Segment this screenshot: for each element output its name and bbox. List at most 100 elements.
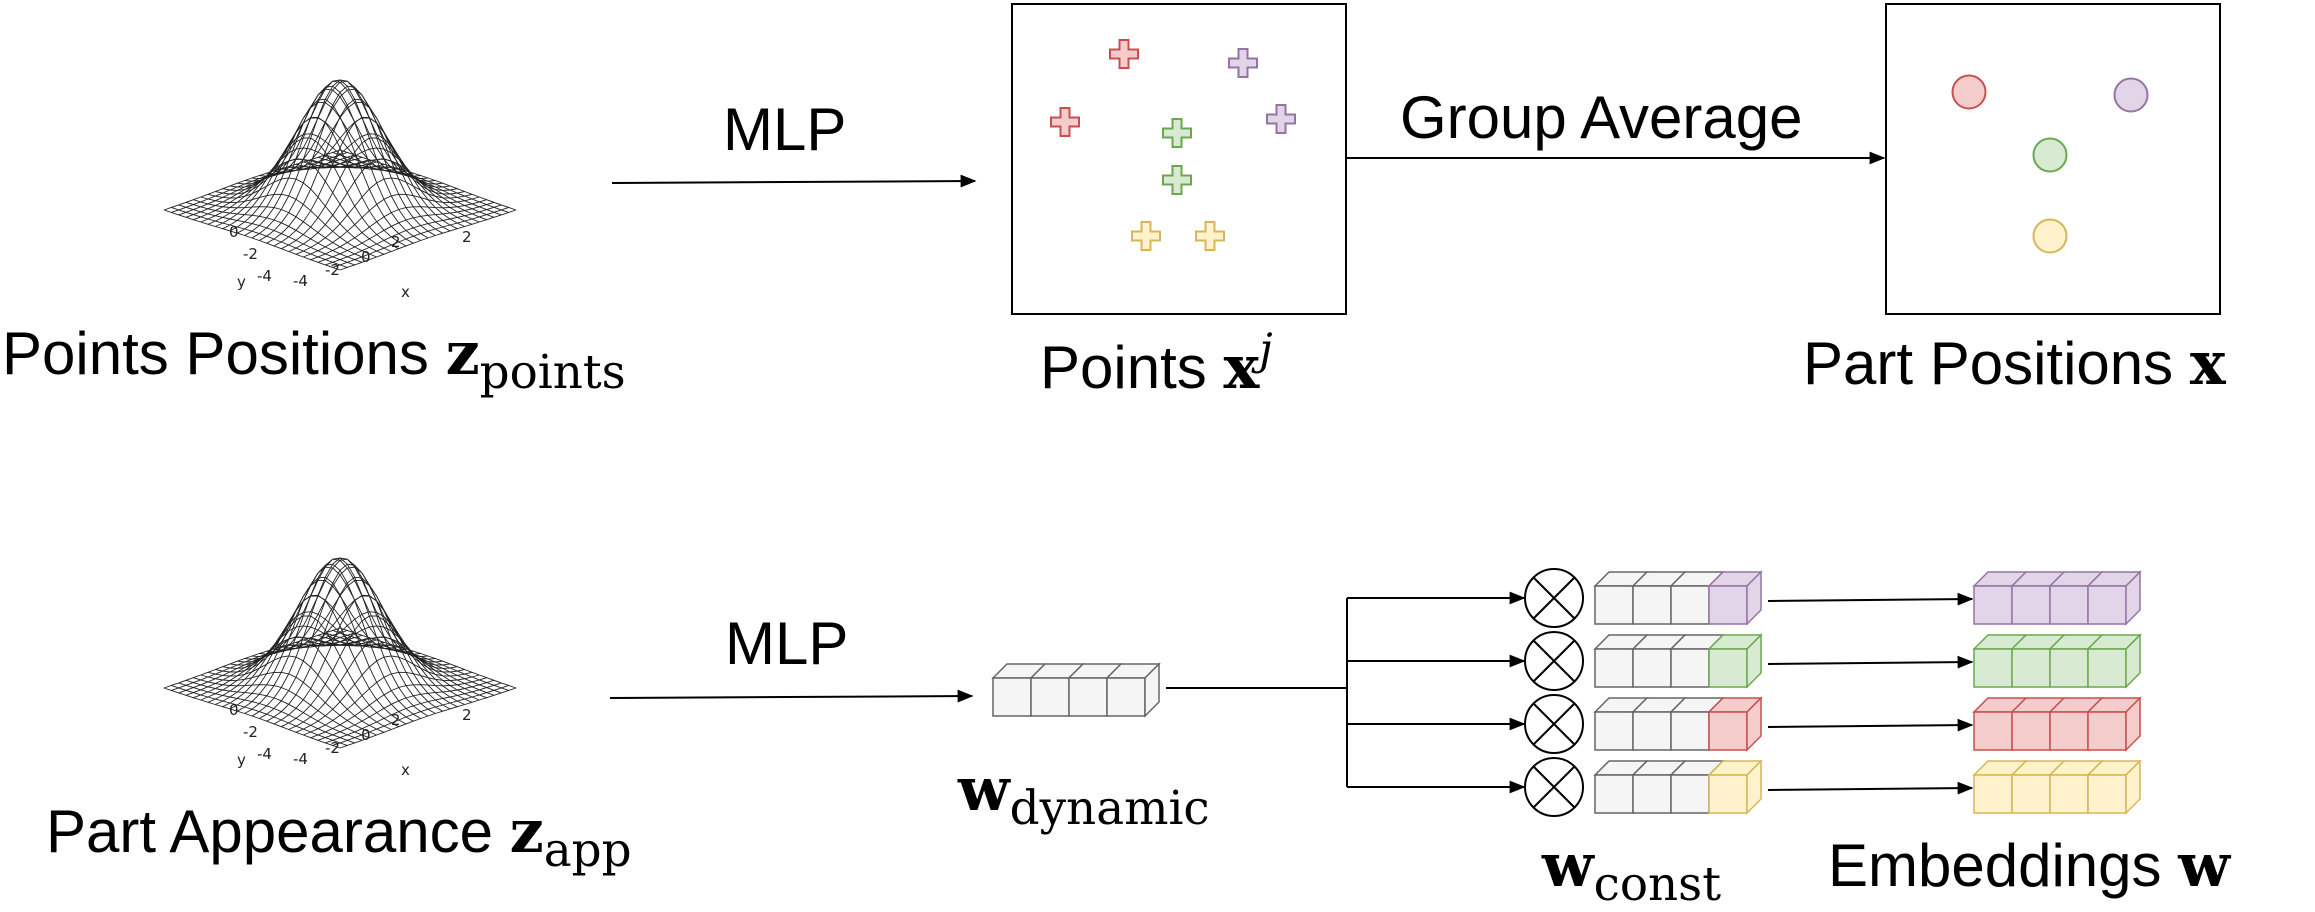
part-appearance-label: Part Appearance zapp [46,802,632,875]
point-plus-marker [1109,39,1139,69]
arrow-mlp-bottom [609,689,974,703]
points-text: Points [1040,334,1224,401]
axis-tick-label: -2 [325,261,340,279]
surface-gridline [325,682,502,744]
x-var: x [1223,333,1260,403]
branch-arrows [1166,591,1526,794]
w-embed-var: w [2178,831,2230,901]
axis-tick-label: -2 [325,739,340,757]
w-const-subscript: const [1593,858,1721,912]
cube-front-face [2011,711,2051,751]
surface-gridline [339,149,517,211]
w-dynamic-subscript: dynamic [1009,782,1210,837]
cube-front-face [2011,648,2051,688]
cube-front-face [1973,774,2013,814]
z-app-subscript: app [543,824,632,879]
axis-tick-label: 2 [391,233,401,251]
cube-front-face [1594,648,1634,688]
part-positions-text: Part Positions [1803,330,2190,397]
mlp-label-bottom: MLP [725,614,848,674]
gaussian-surface-plot-bottom: 0-2-4 -4-202 2yx [163,557,517,779]
surface-gridline [325,154,502,216]
gaussian-surface-plot-top: 0-2-4 -4-202 2yx [163,79,517,301]
cube-front-face [1708,585,1748,625]
cube-front-face [1973,648,2013,688]
cube-front-face [1708,711,1748,751]
surface-gridline [178,682,355,744]
part-positions-scatter [1951,74,2149,254]
part-position-circle [2032,137,2068,173]
axis-tick-label: 2 [462,228,472,246]
cube-front-face [1594,585,1634,625]
arrow-mlp-top [611,174,977,188]
cube-side-face [2125,759,2141,815]
cube-side-face [1746,633,1762,689]
point-plus-marker [1050,107,1080,137]
axis-tick-label: 0 [361,726,371,744]
surface-gridline [266,566,443,712]
surface-gridline [325,204,502,266]
w-dynamic-embedding [991,662,1161,718]
cube-front-face [2049,711,2089,751]
surface-gridline [178,204,355,266]
point-plus-marker [1228,48,1258,78]
point-plus-marker [1266,104,1296,134]
surface-gridline [193,677,370,739]
mlp-top-text: MLP [723,96,847,163]
axis-tick-label: 0 [361,248,371,266]
cube-side-face [1746,759,1762,815]
surface-gridline [163,209,341,271]
multiplication-rows [1524,568,2142,817]
surface-gridline [317,679,495,741]
part-positions-box [1885,3,2221,315]
axis-label-y: y [237,751,246,769]
cube-front-face [1670,585,1710,625]
mlp-bottom-text: MLP [725,610,849,677]
surface-gridline [163,627,341,689]
cube-front-face [2087,585,2127,625]
j-superscript: j [1259,325,1273,376]
axis-tick-label: -4 [293,750,308,768]
output-arrow [1767,718,1974,732]
cube-front-face [2049,585,2089,625]
part-appearance-text: Part Appearance [46,798,510,865]
cube-front-face [1068,677,1108,717]
surface-gridline [325,632,502,694]
cube-side-face [1746,570,1762,626]
mlp-label-top: MLP [723,100,846,160]
axis-tick-label: -4 [293,272,308,290]
cube-front-face [1670,648,1710,688]
output-arrow [1767,592,1974,606]
z-app-var: z [509,797,544,867]
cube-front-face [1632,711,1672,751]
cube-front-face [2087,648,2127,688]
surface-gridline [185,679,363,741]
point-plus-marker [1131,221,1161,251]
axis-tick-label: -4 [257,745,272,763]
surface-gridline [281,615,458,728]
cube-front-face [1708,774,1748,814]
surface-gridline [339,209,517,271]
points-positions-text: Points Positions [2,320,446,387]
cube-front-face [1708,648,1748,688]
cube-front-face [2049,774,2089,814]
output-arrow [1767,781,1974,795]
w-const-var: w [1542,831,1594,901]
cube-side-face [2125,696,2141,752]
axis-tick-label: 0 [229,223,239,241]
cube-front-face [992,677,1032,717]
point-plus-marker [1162,118,1192,148]
surface-gridline [163,687,341,749]
surface-gridline [185,201,363,263]
axis-label-x: x [401,283,410,301]
w-dynamic-var: w [958,755,1010,825]
group-average-label: Group Average [1400,88,1803,148]
cube-front-face [1632,774,1672,814]
z-points-subscript: points [479,346,626,401]
surface-gridline [237,566,414,712]
group-average-text: Group Average [1400,84,1803,151]
w-const-label: wconst [1542,836,1721,908]
surface-gridline [332,206,509,268]
w-dynamic-label: wdynamic [958,760,1210,832]
